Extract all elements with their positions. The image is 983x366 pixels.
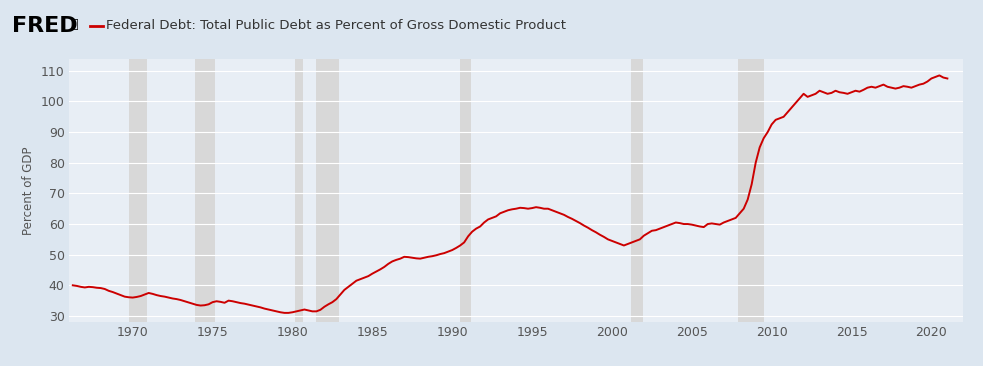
Bar [317, 59, 339, 322]
Text: 📈: 📈 [71, 18, 79, 31]
Bar [196, 59, 215, 322]
Bar [631, 59, 643, 322]
Bar [460, 59, 471, 322]
Text: Federal Debt: Total Public Debt as Percent of Gross Domestic Product: Federal Debt: Total Public Debt as Perce… [106, 19, 566, 32]
Bar [295, 59, 303, 322]
Bar [738, 59, 764, 322]
Text: FRED: FRED [12, 16, 78, 36]
Y-axis label: Percent of GDP: Percent of GDP [23, 146, 35, 235]
Bar [129, 59, 147, 322]
